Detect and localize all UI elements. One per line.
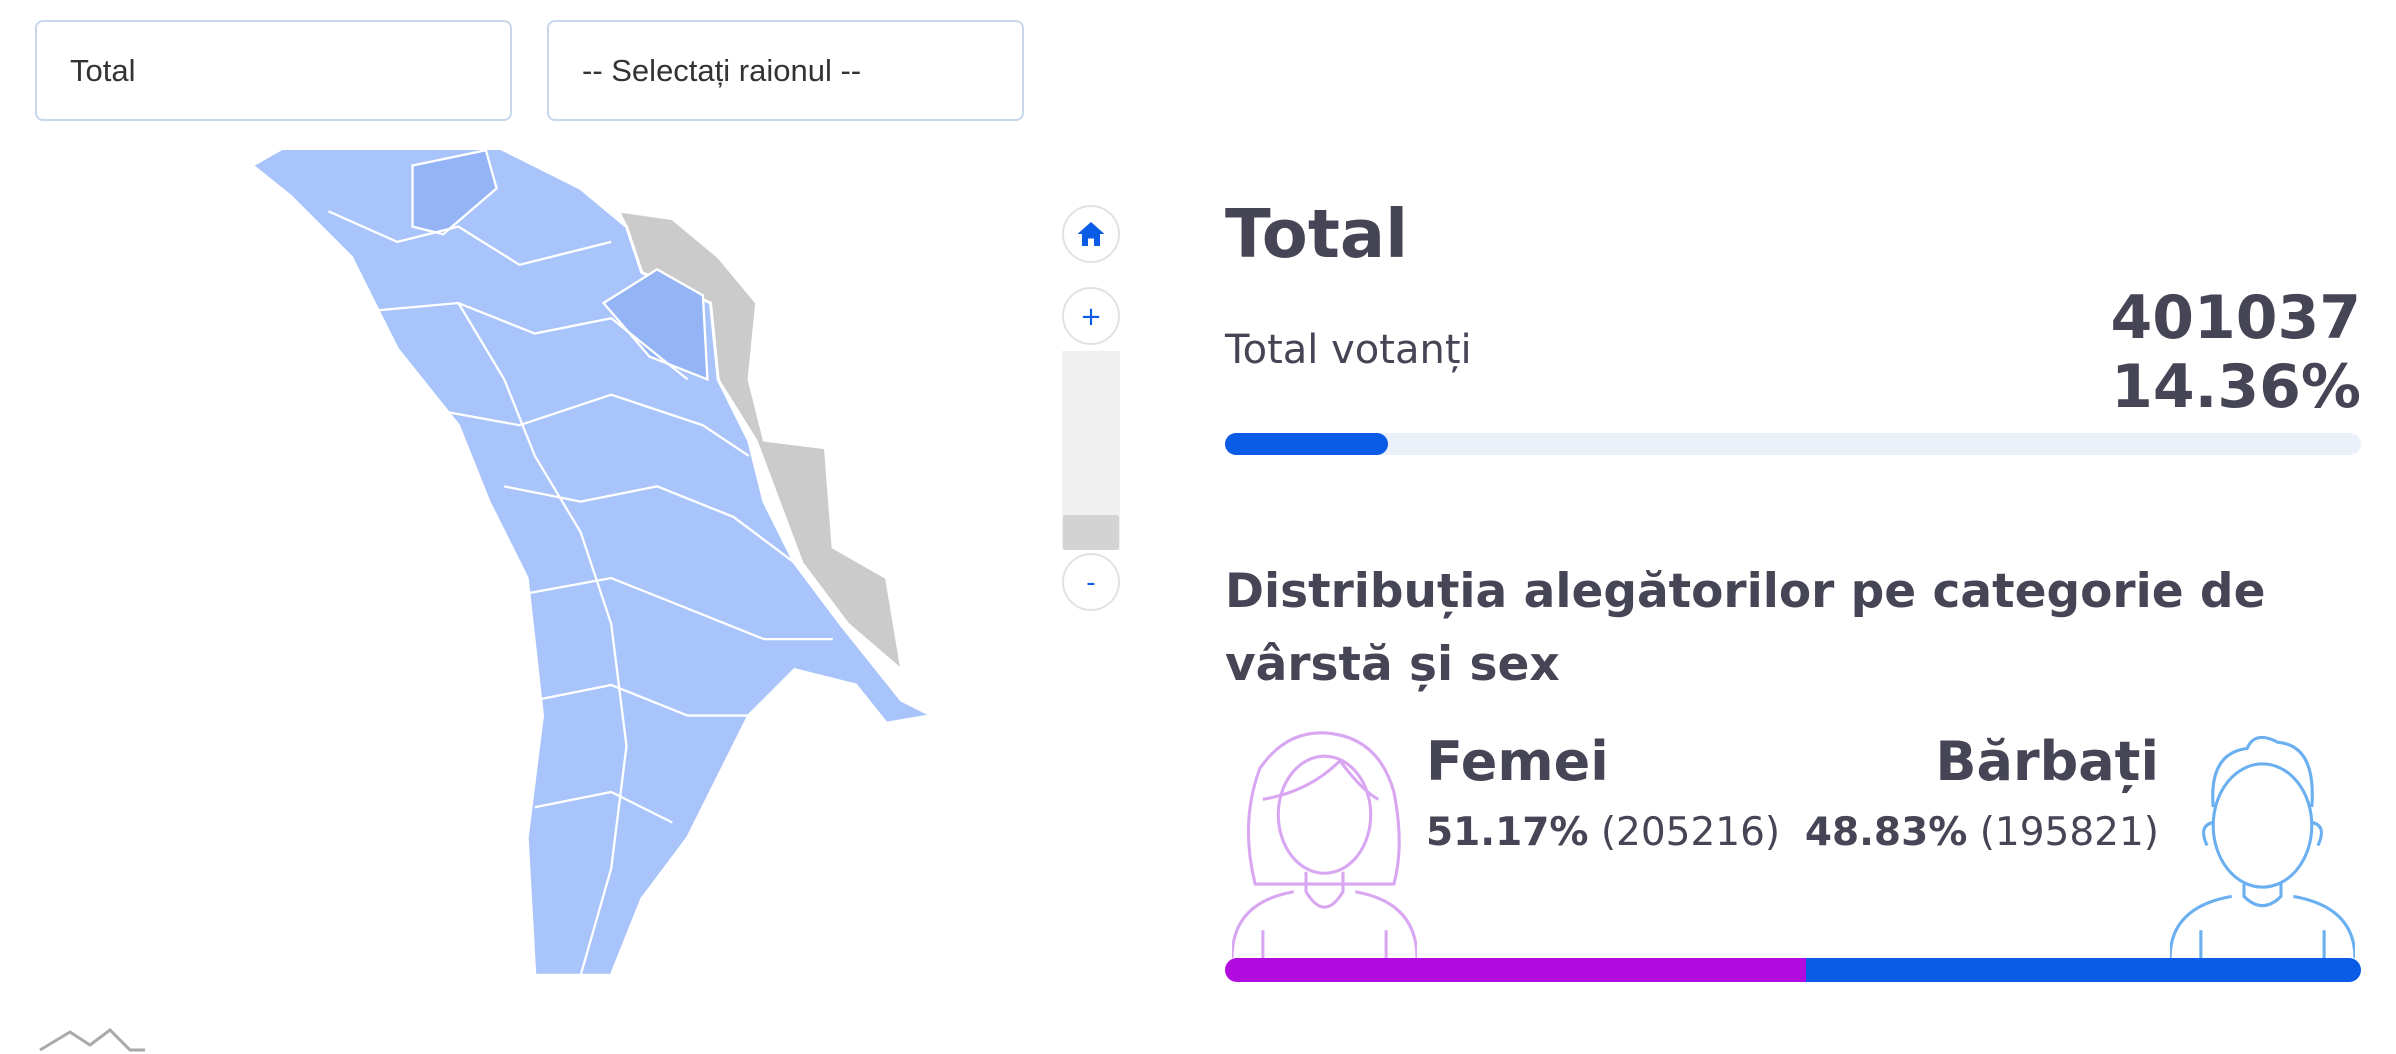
progress-fill bbox=[1225, 433, 1389, 455]
voters-percent: 14.36% bbox=[2111, 352, 2361, 422]
map bbox=[39, 150, 937, 1052]
home-button[interactable] bbox=[1062, 205, 1120, 263]
zoom-in[interactable]: + bbox=[1062, 287, 1120, 345]
region-moldova[interactable] bbox=[249, 150, 937, 977]
men-percent: 48.83% bbox=[1804, 810, 1968, 855]
region-select[interactable]: Total bbox=[35, 20, 512, 121]
zoom-out[interactable]: - bbox=[1062, 553, 1120, 611]
zoom-thumb[interactable] bbox=[1063, 515, 1119, 550]
voters-count: 401037 bbox=[2110, 283, 2362, 353]
female-icon bbox=[1232, 731, 1417, 958]
distribution-title: Distribuția alegătorilor pe categorie de… bbox=[1225, 564, 2266, 692]
district-select[interactable]: -- Selectați raionul -- bbox=[547, 20, 1024, 121]
region-highlight[interactable] bbox=[601, 268, 709, 382]
men-label: Bărbați bbox=[1935, 730, 2159, 793]
women-count: (205216) bbox=[1600, 810, 1781, 855]
summary-title: Total bbox=[1225, 195, 1409, 273]
women-percent: 51.17% bbox=[1426, 810, 1589, 855]
logo bbox=[39, 1028, 145, 1052]
women-bar bbox=[1225, 958, 1807, 982]
voters-label: Total votanți bbox=[1225, 327, 1472, 373]
male-icon bbox=[2170, 735, 2355, 958]
men-bar bbox=[1806, 958, 2361, 982]
progress-track bbox=[1225, 433, 2361, 455]
home-icon bbox=[1077, 222, 1105, 246]
region-highlight[interactable] bbox=[411, 150, 498, 236]
women-label: Femei bbox=[1426, 730, 1609, 793]
region-borders bbox=[328, 210, 833, 976]
women-stats: 51.17% (205216) bbox=[1426, 810, 1780, 855]
men-stats: 48.83% (195821) bbox=[1805, 810, 2159, 855]
men-count: (195821) bbox=[1979, 810, 2159, 855]
